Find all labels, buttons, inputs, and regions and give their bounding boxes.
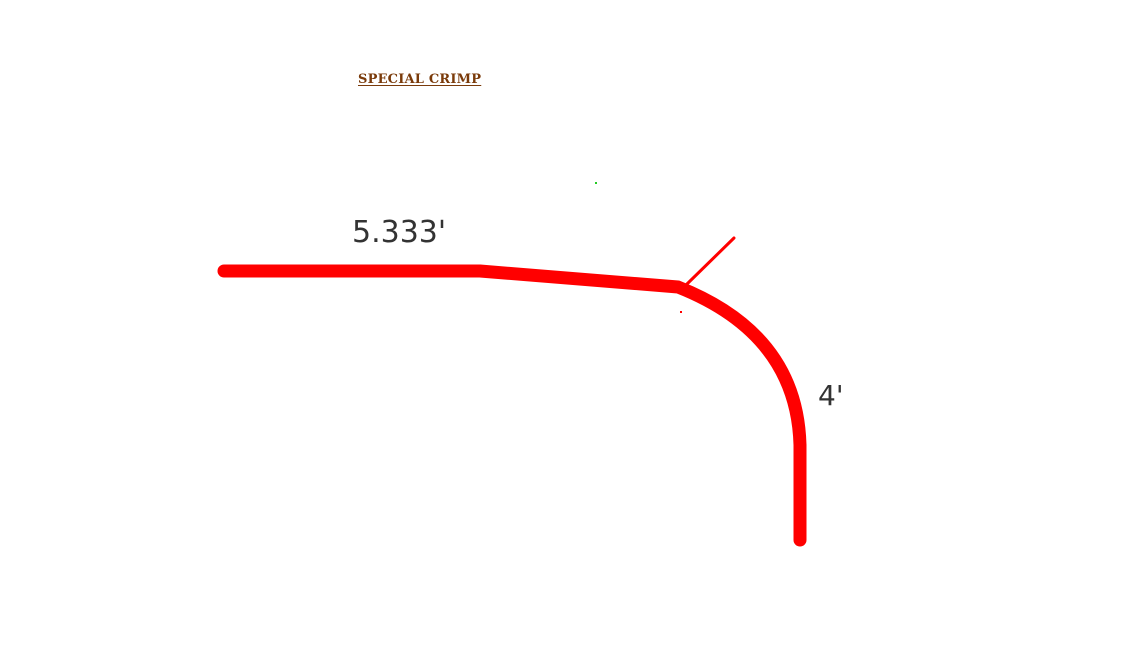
green-marker-dot	[595, 182, 597, 184]
crimp-profile-line	[217, 264, 807, 547]
small-red-mark	[680, 311, 682, 313]
side-length-label: 4'	[818, 379, 844, 412]
diagram-title: SPECIAL CRIMP	[358, 72, 482, 87]
crimp-indicator-line	[685, 236, 736, 286]
top-length-label: 5.333'	[352, 215, 447, 250]
